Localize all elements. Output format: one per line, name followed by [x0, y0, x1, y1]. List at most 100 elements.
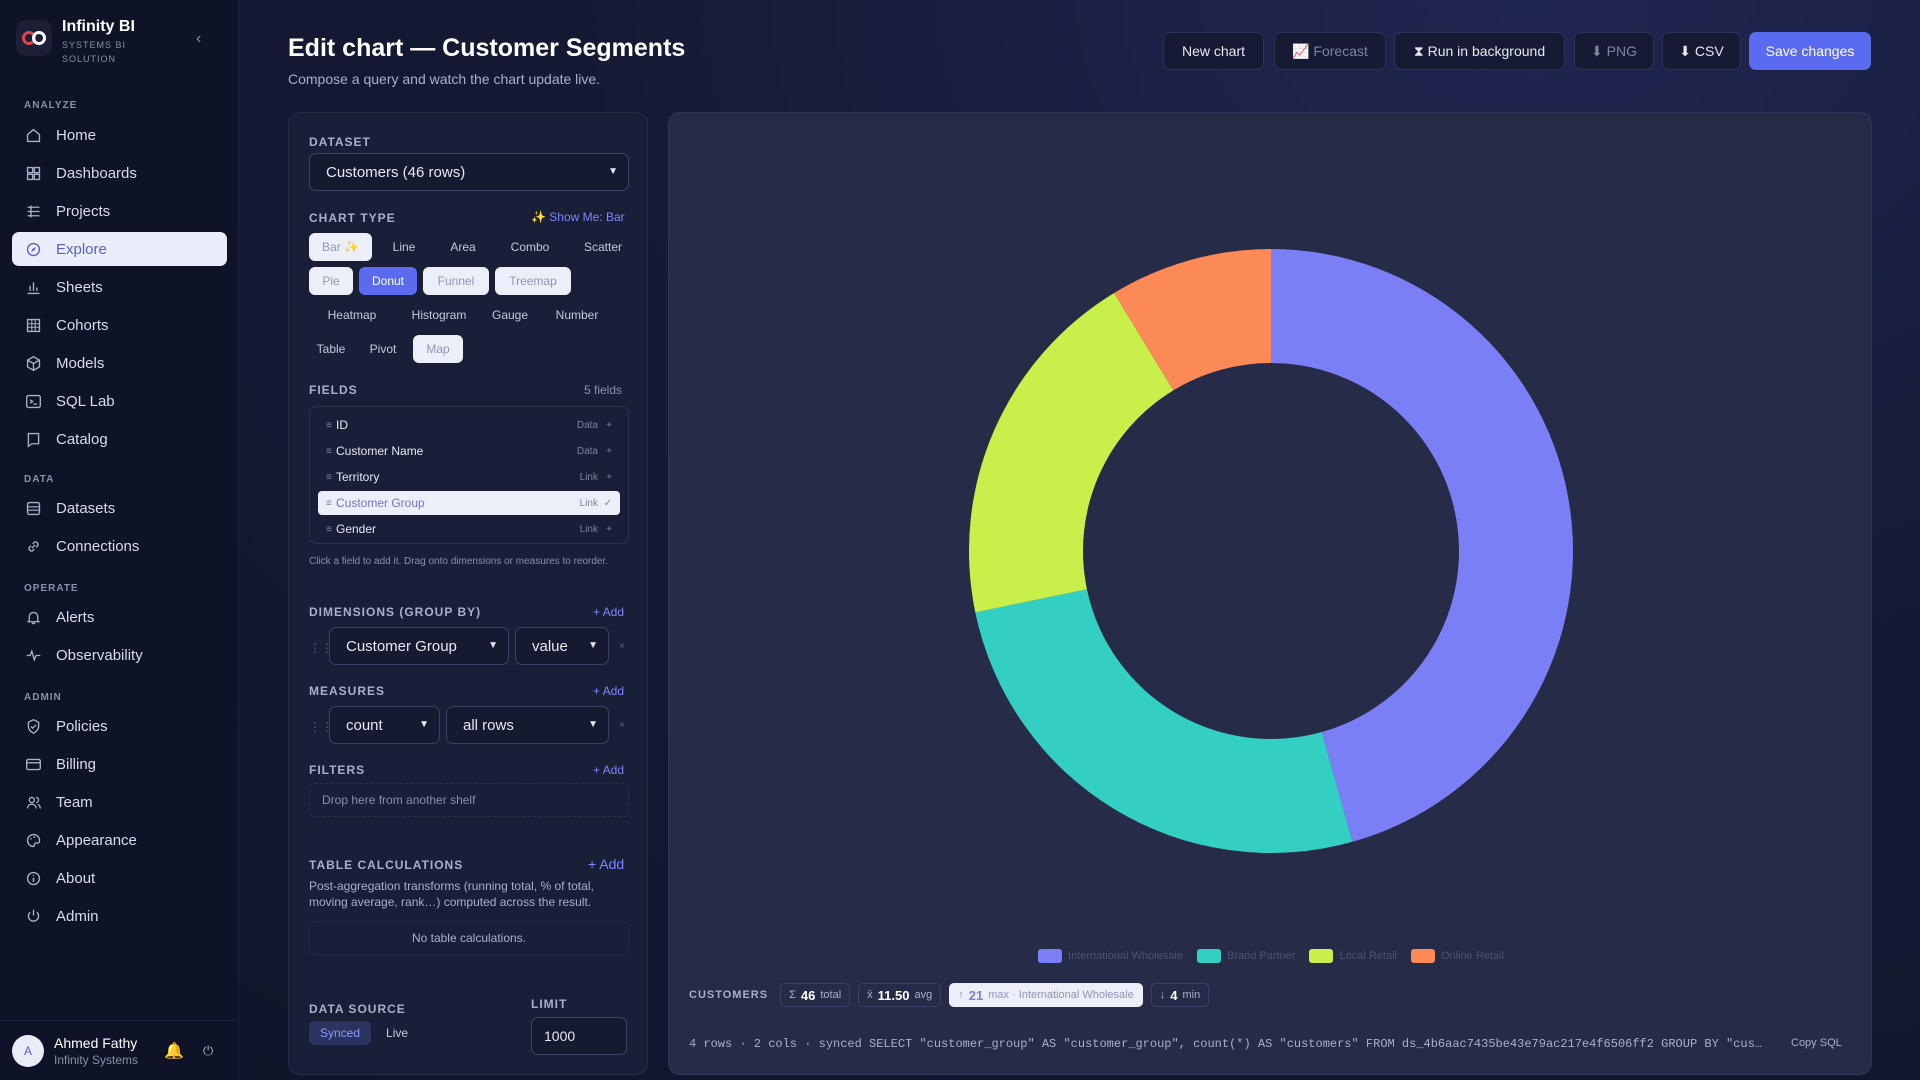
chevron-down-icon: ▼ [588, 640, 598, 651]
dimension-mode-select[interactable]: value ▼ [515, 627, 609, 665]
drag-handle-icon[interactable]: ≡ [326, 445, 332, 457]
arrow-down-icon: ↓ [1159, 989, 1166, 1001]
sidebar-item-sql-lab[interactable]: SQL Lab [12, 384, 227, 418]
add-measure-link[interactable]: + Add [593, 684, 625, 698]
chart-type-number[interactable]: Number [555, 308, 599, 322]
measure-drag-handle[interactable]: ⋮⋮ [309, 720, 333, 734]
sidebar-item-explore[interactable]: Explore [12, 232, 227, 266]
new-chart-button[interactable]: New chart [1163, 32, 1264, 70]
copy-sql-button[interactable]: Copy SQL [1791, 1037, 1842, 1049]
sidebar-item-label: Appearance [56, 831, 137, 849]
remove-measure-icon[interactable]: × [619, 720, 625, 731]
chart-type-line[interactable]: Line [392, 240, 416, 254]
brand-tagline: SYSTEMS BI SOLUTION [62, 40, 127, 64]
avatar[interactable]: A [12, 1035, 44, 1067]
export-csv-button[interactable]: ⬇ CSV [1662, 32, 1741, 70]
legend-swatch [1410, 949, 1435, 963]
collapse-sidebar-icon[interactable]: ‹ [196, 30, 202, 47]
drag-handle-icon[interactable]: ≡ [326, 419, 332, 431]
field-add-icon[interactable]: + [606, 523, 612, 535]
filters-drop-zone[interactable]: Drop here from another shelf [309, 783, 629, 817]
sidebar-item-observability[interactable]: Observability [12, 638, 227, 672]
chart-type-map[interactable]: Map [413, 335, 463, 363]
legend-label: Local Retail [1339, 950, 1397, 962]
sidebar-item-cohorts[interactable]: Cohorts [12, 308, 227, 342]
logout-icon[interactable]: ⏻ [203, 1043, 214, 1058]
sidebar-item-admin[interactable]: Admin [12, 899, 227, 933]
database-icon [24, 499, 42, 517]
donut-slice-brand-partner[interactable] [975, 589, 1353, 853]
field-name: Gender [336, 522, 377, 536]
dimension-drag-handle[interactable]: ⋮⋮ [309, 641, 333, 655]
field-add-icon[interactable]: + [606, 419, 612, 431]
sidebar-item-policies[interactable]: Policies [12, 709, 227, 743]
chart-type-area[interactable]: Area [450, 240, 476, 254]
chart-type-pivot[interactable]: Pivot [369, 342, 397, 356]
sidebar-item-team[interactable]: Team [12, 785, 227, 819]
sidebar-item-connections[interactable]: Connections [12, 529, 227, 563]
sidebar-item-alerts[interactable]: Alerts [12, 600, 227, 634]
sidebar-item-sheets[interactable]: Sheets [12, 270, 227, 304]
show-me-link[interactable]: ✨ Show Me: Bar [531, 210, 625, 224]
field-item[interactable]: ≡ ID Data + [318, 413, 620, 437]
add-filter-link[interactable]: + Add [593, 763, 625, 777]
drag-handle-icon[interactable]: ≡ [326, 471, 332, 483]
sidebar-item-about[interactable]: About [12, 861, 227, 895]
legend-item[interactable]: International Wholesale [1038, 949, 1183, 963]
sidebar-item-home[interactable]: Home [12, 118, 227, 152]
chart-type-treemap[interactable]: Treemap [495, 267, 571, 295]
add-dimension-link[interactable]: + Add [593, 605, 625, 619]
field-kind: Link [579, 471, 598, 483]
donut-slice-local-retail[interactable] [969, 292, 1174, 613]
field-name: ID [336, 418, 348, 432]
field-add-icon[interactable]: ✓ [603, 497, 612, 509]
measure-agg-select[interactable]: count ▼ [329, 706, 440, 744]
chart-type-table[interactable]: Table [316, 342, 346, 356]
field-add-icon[interactable]: + [606, 445, 612, 457]
sidebar-item-models[interactable]: Models [12, 346, 227, 380]
dataset-select[interactable]: Customers (46 rows) ▼ [309, 153, 629, 191]
chart-type-combo[interactable]: Combo [510, 240, 550, 254]
data-source-live[interactable]: Live [386, 1026, 409, 1040]
data-source-synced[interactable]: Synced [309, 1021, 372, 1045]
sidebar-item-billing[interactable]: Billing [12, 747, 227, 781]
notifications-bell-icon[interactable]: 🔔 [164, 1043, 184, 1060]
field-item[interactable]: ≡ Gender Link + [318, 517, 620, 541]
drag-handle-icon[interactable]: ≡ [326, 523, 332, 535]
run-in-background-button[interactable]: ⧗ Run in background [1394, 32, 1565, 70]
sidebar-item-appearance[interactable]: Appearance [12, 823, 227, 857]
field-item[interactable]: ≡ Territory Link + [318, 465, 620, 489]
sidebar-item-datasets[interactable]: Datasets [12, 491, 227, 525]
sidebar-item-catalog[interactable]: Catalog [12, 422, 227, 456]
chart-type-pie[interactable]: Pie [309, 267, 353, 295]
legend-item[interactable]: Brand Partner [1197, 949, 1295, 963]
dimension-field-select[interactable]: Customer Group ▼ [329, 627, 509, 665]
field-add-icon[interactable]: + [606, 471, 612, 483]
chart-type-scatter[interactable]: Scatter [583, 240, 622, 254]
export-png-button[interactable]: ⬇ PNG [1574, 32, 1654, 70]
chart-type-donut[interactable]: Donut [359, 267, 417, 295]
legend-item[interactable]: Online Retail [1410, 949, 1504, 963]
save-changes-button[interactable]: Save changes [1749, 32, 1871, 70]
remove-dimension-icon[interactable]: × [619, 641, 625, 652]
limit-input[interactable]: 1000 [531, 1017, 627, 1055]
drag-handle-icon[interactable]: ≡ [326, 497, 332, 509]
chart-type-histogram[interactable]: Histogram [411, 308, 467, 322]
donut-slice-online-retail[interactable] [1114, 249, 1271, 391]
add-table-calc-link[interactable]: + Add [588, 856, 625, 872]
measure-field-select[interactable]: all rows ▼ [446, 706, 609, 744]
field-item[interactable]: ≡ Customer Group Link ✓ [318, 491, 620, 515]
chart-type-gauge[interactable]: Gauge [491, 308, 529, 322]
chart-type-bar[interactable]: Bar ✨ [309, 233, 372, 261]
sidebar-item-projects[interactable]: Projects [12, 194, 227, 228]
book-icon [24, 430, 42, 448]
field-item[interactable]: ≡ Customer Name Data + [318, 439, 620, 463]
chart-type-heatmap[interactable]: Heatmap [327, 308, 377, 322]
legend-item[interactable]: Local Retail [1309, 949, 1397, 963]
user-menu[interactable]: A Ahmed Fathy Infinity Systems 🔔 ⏻ [0, 1020, 239, 1080]
chart-type-funnel[interactable]: Funnel [423, 267, 489, 295]
forecast-button[interactable]: 📈 Forecast [1274, 32, 1386, 70]
sidebar-item-dashboards[interactable]: Dashboards [12, 156, 227, 190]
donut-slice-international-wholesale[interactable] [1271, 249, 1574, 842]
shield-icon [24, 717, 42, 735]
